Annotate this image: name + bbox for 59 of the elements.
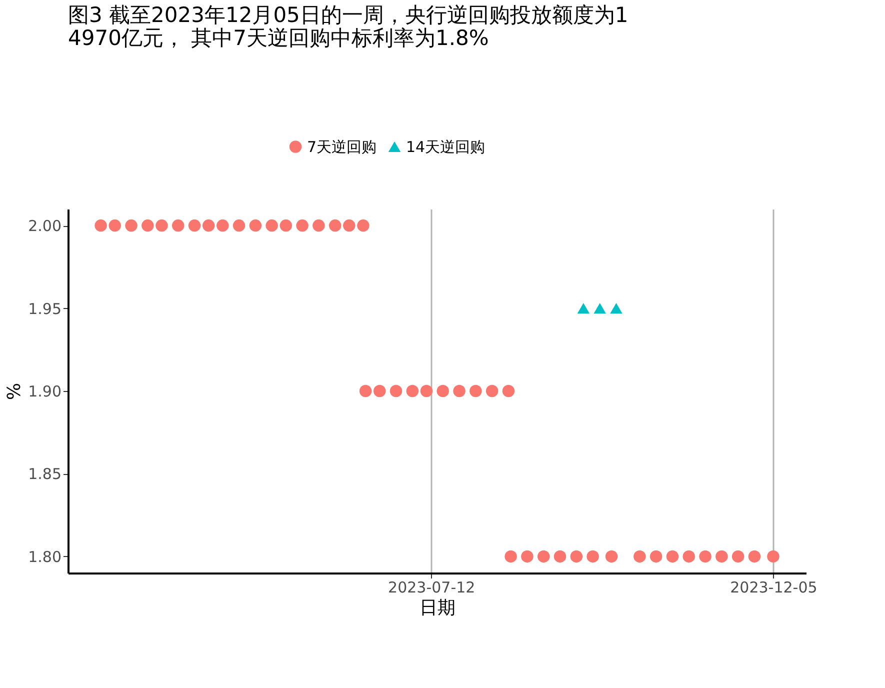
- point: [296, 219, 308, 232]
- point: [390, 384, 402, 398]
- point: [266, 219, 278, 232]
- point: [357, 219, 370, 232]
- point: [594, 302, 606, 314]
- point: [748, 550, 761, 563]
- point: [502, 384, 515, 398]
- point: [172, 219, 184, 232]
- point: [406, 384, 419, 398]
- point: [486, 384, 498, 398]
- point: [216, 219, 229, 232]
- point: [699, 550, 712, 563]
- point: [666, 550, 679, 563]
- point: [767, 550, 780, 563]
- point: [610, 302, 622, 314]
- point: [420, 384, 433, 398]
- x-tick-label: 2023-12-05: [730, 578, 818, 596]
- point: [716, 550, 728, 563]
- point: [577, 302, 590, 314]
- point: [202, 219, 215, 232]
- y-tick-label: 1.95: [28, 300, 62, 318]
- y-tick-label: 2.00: [28, 217, 62, 236]
- point: [249, 219, 262, 232]
- point: [108, 219, 121, 232]
- point: [634, 550, 646, 563]
- point: [521, 550, 534, 563]
- point: [125, 219, 138, 232]
- x-axis-title: 日期: [420, 598, 456, 618]
- point: [504, 550, 517, 563]
- point: [732, 550, 744, 563]
- chart-title: 图3 截至2023年12月05日的一周，央行逆回购投放额度为14970亿元， 其中7天逆回购中标利率为1.8%: [68, 3, 628, 50]
- y-tick-label: 1.85: [28, 465, 62, 484]
- point: [537, 550, 550, 563]
- y-tick-label: 1.90: [28, 382, 62, 400]
- point: [436, 384, 449, 398]
- point: [232, 219, 246, 232]
- point: [453, 384, 466, 398]
- point: [156, 219, 168, 232]
- point: [554, 550, 566, 563]
- point: [586, 550, 599, 563]
- y-axis-title: %: [4, 382, 26, 400]
- point: [570, 550, 583, 563]
- point: [359, 384, 372, 398]
- legend-label: 14天逆回购: [406, 138, 486, 156]
- point: [605, 550, 618, 563]
- point: [142, 219, 154, 232]
- point: [650, 550, 662, 563]
- y-tick-label: 1.80: [28, 548, 62, 566]
- point: [470, 384, 482, 398]
- legend-label: 7天逆回购: [307, 138, 377, 156]
- point: [373, 384, 386, 398]
- point: [328, 219, 342, 232]
- point: [312, 219, 325, 232]
- point: [188, 219, 201, 232]
- point: [94, 219, 107, 232]
- point: [343, 219, 356, 232]
- point: [280, 219, 292, 232]
- x-tick-label: 2023-07-12: [388, 578, 476, 596]
- point: [682, 550, 695, 563]
